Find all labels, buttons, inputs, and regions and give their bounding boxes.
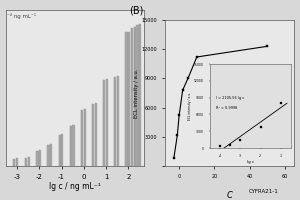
Polygon shape: [131, 28, 132, 166]
Text: (B): (B): [129, 6, 143, 16]
Polygon shape: [61, 134, 62, 166]
X-axis label: lg c / ng mL⁻¹: lg c / ng mL⁻¹: [49, 182, 101, 191]
Polygon shape: [39, 150, 40, 166]
Polygon shape: [92, 104, 93, 166]
Polygon shape: [36, 151, 38, 166]
Y-axis label: ECL intensity / a.u.: ECL intensity / a.u.: [134, 68, 139, 118]
Polygon shape: [70, 126, 71, 166]
Polygon shape: [117, 76, 118, 166]
Text: CYFRA21-1: CYFRA21-1: [249, 189, 279, 194]
Polygon shape: [106, 79, 107, 166]
Polygon shape: [114, 77, 116, 166]
Polygon shape: [134, 27, 135, 166]
Polygon shape: [16, 158, 17, 166]
Text: R² = 0.9998: R² = 0.9998: [217, 106, 238, 110]
Polygon shape: [125, 32, 127, 166]
Text: ⁻⁴ ng mL⁻¹: ⁻⁴ ng mL⁻¹: [8, 13, 36, 19]
Y-axis label: ECL intensity / a.u.: ECL intensity / a.u.: [188, 92, 193, 120]
Polygon shape: [136, 25, 138, 166]
Polygon shape: [58, 135, 60, 166]
Polygon shape: [25, 158, 26, 166]
Polygon shape: [139, 24, 140, 166]
Polygon shape: [13, 159, 14, 166]
Text: $C$: $C$: [226, 189, 233, 200]
Polygon shape: [128, 32, 129, 166]
Polygon shape: [103, 80, 104, 166]
Polygon shape: [72, 125, 74, 166]
Polygon shape: [50, 144, 51, 166]
Text: I = 2105.56 lg c: I = 2105.56 lg c: [217, 96, 245, 100]
Polygon shape: [81, 110, 82, 166]
X-axis label: lg c: lg c: [247, 160, 254, 164]
Polygon shape: [83, 109, 85, 166]
Polygon shape: [28, 157, 29, 166]
Polygon shape: [47, 145, 49, 166]
Polygon shape: [95, 103, 96, 166]
